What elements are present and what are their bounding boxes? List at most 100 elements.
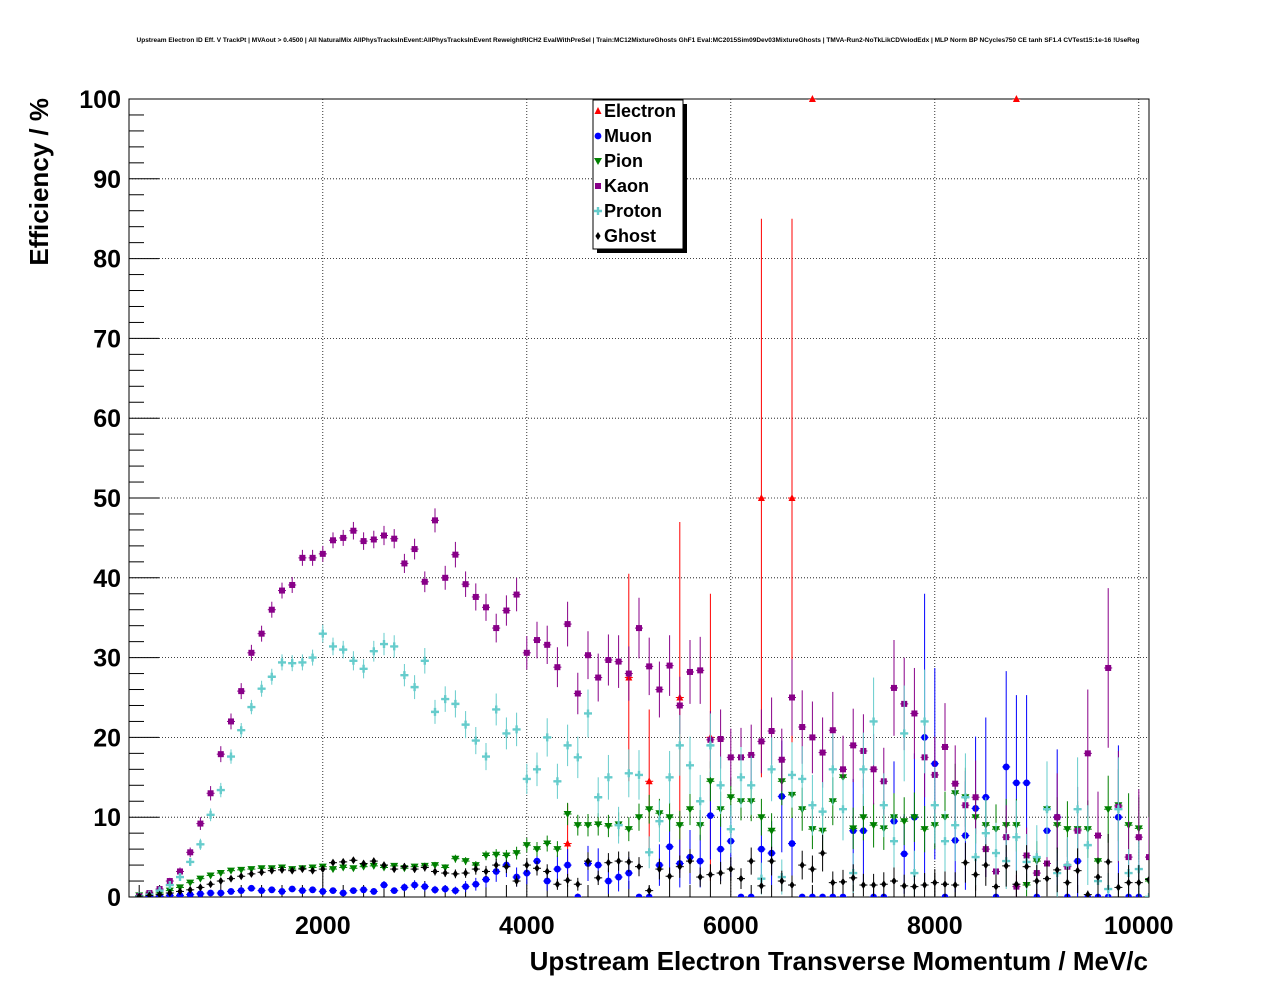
data-point [431, 707, 439, 716]
data-point [308, 653, 317, 662]
data-point [850, 742, 857, 749]
legend-label: Ghost [604, 226, 656, 246]
data-point [707, 870, 713, 879]
data-point [553, 846, 562, 854]
data-point [502, 729, 511, 738]
data-point [1136, 878, 1142, 887]
data-point [329, 642, 337, 651]
data-point [534, 637, 540, 644]
data-point [635, 814, 643, 822]
data-point [625, 869, 633, 877]
data-point [257, 684, 266, 693]
data-point [370, 888, 378, 895]
data-point [248, 649, 255, 656]
data-point [706, 778, 715, 786]
data-point [401, 862, 407, 871]
data-point [320, 865, 326, 874]
x-tick-label: 8000 [907, 912, 963, 940]
data-point [401, 884, 408, 891]
legend-label: Proton [604, 201, 662, 221]
data-point [677, 862, 683, 871]
data-point [1084, 750, 1091, 757]
data-point [350, 527, 357, 534]
y-tick-label: 60 [93, 405, 121, 433]
data-point [359, 664, 368, 673]
data-point [197, 883, 203, 892]
data-point [616, 857, 622, 866]
data-point [553, 777, 562, 786]
legend-entry-ghost: Ghost [595, 226, 656, 246]
data-point [187, 885, 193, 894]
y-tick-label: 80 [93, 246, 121, 274]
data-point [798, 893, 806, 897]
data-point [533, 846, 541, 854]
x-tick-label: 6000 [703, 912, 759, 940]
data-point [543, 840, 552, 848]
chart-title: Upstream Electron ID Eff. V TrackPt | MV… [137, 37, 1140, 44]
data-point [371, 857, 377, 866]
legend-label: Pion [604, 151, 643, 171]
data-point [258, 630, 265, 637]
data-point [390, 642, 399, 651]
data-point [360, 886, 367, 894]
data-point [726, 794, 735, 802]
data-point [1003, 861, 1009, 870]
data-point [574, 893, 582, 897]
data-point [942, 743, 948, 750]
data-point [983, 861, 989, 870]
data-point [267, 672, 276, 681]
data-point [330, 858, 336, 867]
data-point [299, 887, 306, 895]
data-point [208, 880, 214, 889]
tick-labels: 2000 4000 6000 8000 10000 0 10 20 30 40 50 60 70 80 90… [79, 86, 1173, 940]
y-tick-label: 20 [93, 724, 121, 752]
data-point [635, 893, 643, 897]
data-point [563, 811, 572, 819]
data-point [798, 774, 807, 783]
data-point [207, 889, 215, 897]
data-point [594, 821, 603, 829]
legend-label: Muon [604, 126, 652, 146]
data-point [941, 837, 949, 846]
data-point [197, 820, 204, 827]
data-point [1114, 805, 1123, 814]
data-point [748, 751, 755, 758]
data-point [482, 876, 490, 883]
data-point [473, 865, 479, 874]
data-point [778, 756, 785, 763]
data-point [340, 857, 346, 866]
data-point [667, 872, 673, 881]
y-tick-label: 30 [93, 645, 121, 673]
data-point [330, 537, 336, 544]
data-point [900, 850, 908, 858]
y-tick-label: 100 [79, 86, 121, 114]
data-point [728, 865, 734, 874]
data-point [237, 866, 246, 874]
data-point [1012, 95, 1020, 102]
data-point [645, 806, 654, 814]
data-point [789, 694, 795, 701]
data-point [1115, 883, 1121, 892]
data-point [788, 840, 796, 847]
data-series [135, 99, 1149, 897]
data-point [1024, 862, 1030, 871]
legend-marker [594, 158, 602, 165]
data-point [687, 857, 693, 866]
data-point [472, 880, 480, 888]
data-point [318, 629, 327, 638]
data-point [614, 821, 623, 830]
data-point [288, 885, 296, 893]
data-point [411, 546, 418, 553]
legend-entry-electron: Electron [594, 101, 676, 121]
data-point [768, 728, 775, 735]
data-point [911, 882, 917, 891]
data-point [666, 662, 673, 669]
data-point [299, 554, 306, 561]
data-point [992, 849, 1000, 858]
data-point [625, 670, 632, 677]
data-point [573, 822, 582, 830]
data-point [930, 801, 939, 810]
data-point [420, 656, 429, 665]
data-point [461, 720, 470, 729]
